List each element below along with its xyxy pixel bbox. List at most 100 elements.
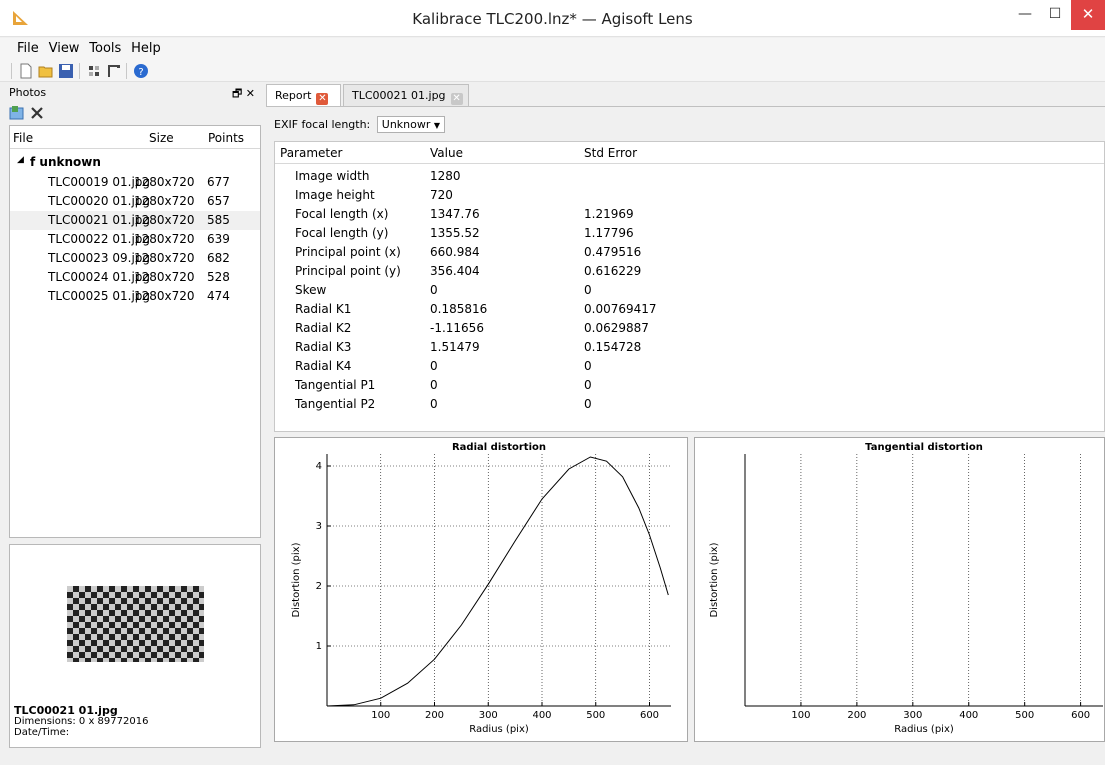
parameter-std-error: 0.0629887 xyxy=(584,321,649,335)
menu-help[interactable]: Help xyxy=(131,41,161,56)
tab-photo[interactable]: TLC00021 01.jpg ✕ xyxy=(343,84,469,106)
add-photos-icon[interactable] xyxy=(9,105,25,121)
x-tick-label: 200 xyxy=(847,710,866,721)
photo-points: 639 xyxy=(207,232,230,246)
menu-view[interactable]: View xyxy=(48,41,80,56)
column-size[interactable]: Size xyxy=(149,131,174,145)
photo-thumbnail xyxy=(67,586,204,662)
photo-size: 1280x720 xyxy=(134,175,195,189)
y-tick-label: 3 xyxy=(316,521,322,532)
parameter-row[interactable]: Radial K4 0 0 xyxy=(275,358,1104,377)
photo-row[interactable]: TLC00025 01.jpg 1280x720 474 xyxy=(10,287,260,306)
tab-report[interactable]: Report ✕ xyxy=(266,84,341,107)
parameter-row[interactable]: Radial K3 1.51479 0.154728 xyxy=(275,339,1104,358)
parameter-value: 1280 xyxy=(430,169,461,183)
photo-points: 528 xyxy=(207,270,230,284)
exif-select-value: Unknowr xyxy=(381,118,431,131)
close-tab-icon[interactable]: ✕ xyxy=(450,93,463,105)
group-label: f unknown xyxy=(30,155,101,169)
parameter-std-error: 0 xyxy=(584,359,592,373)
parameter-std-error: 0.616229 xyxy=(584,264,642,278)
photo-row[interactable]: TLC00023 09.jpg 1280x720 682 xyxy=(10,249,260,268)
parameter-std-error: 0 xyxy=(584,378,592,392)
exif-focal-length: EXIF focal length: Unknowr ▼ xyxy=(274,116,446,133)
photo-row[interactable]: TLC00019 01.jpg 1280x720 677 xyxy=(10,173,260,192)
close-button[interactable]: ✕ xyxy=(1071,0,1105,30)
new-icon[interactable] xyxy=(18,63,34,79)
photo-row[interactable]: TLC00020 01.jpg 1280x720 657 xyxy=(10,192,260,211)
photo-row[interactable]: TLC00022 01.jpg 1280x720 639 xyxy=(10,230,260,249)
parameter-row[interactable]: Radial K1 0.185816 0.00769417 xyxy=(275,301,1104,320)
parameter-value: -1.11656 xyxy=(430,321,484,335)
parameter-row[interactable]: Skew 0 0 xyxy=(275,282,1104,301)
exif-label: EXIF focal length: xyxy=(274,118,371,131)
parameter-row[interactable]: Focal length (y) 1355.52 1.17796 xyxy=(275,225,1104,244)
parameters-table: Parameter Value Std Error Image width 128… xyxy=(274,141,1105,432)
photo-points: 677 xyxy=(207,175,230,189)
expand-triangle-icon[interactable]: ◢ xyxy=(17,155,24,165)
calibration-pattern-icon[interactable] xyxy=(86,63,102,79)
y-tick-label: 2 xyxy=(316,581,322,592)
x-tick-label: 200 xyxy=(425,710,444,721)
parameter-name: Radial K4 xyxy=(295,359,352,373)
photo-size: 1280x720 xyxy=(134,270,195,284)
parameter-row[interactable]: Principal point (y) 356.404 0.616229 xyxy=(275,263,1104,282)
photo-row[interactable]: TLC00024 01.jpg 1280x720 528 xyxy=(10,268,260,287)
photo-row[interactable]: TLC00021 01.jpg 1280x720 585 xyxy=(10,211,260,230)
maximize-button[interactable]: ☐ xyxy=(1048,6,1062,22)
photos-list-header: File Size Points xyxy=(10,126,260,149)
parameter-value: 0 xyxy=(430,397,438,411)
x-tick-label: 300 xyxy=(479,710,498,721)
parameter-value: 356.404 xyxy=(430,264,480,278)
photo-points: 657 xyxy=(207,194,230,208)
x-tick-label: 600 xyxy=(1071,710,1090,721)
parameter-value: 0 xyxy=(430,283,438,297)
exif-focal-length-select[interactable]: Unknowr ▼ xyxy=(376,116,446,133)
x-axis-label: Radius (pix) xyxy=(469,724,529,735)
photo-size: 1280x720 xyxy=(134,213,195,227)
preview-dimensions: Dimensions: 0 x 89772016 xyxy=(14,716,149,727)
photo-size: 1280x720 xyxy=(134,194,195,208)
panel-dock-buttons[interactable]: 🗗 ✕ xyxy=(231,87,255,100)
y-tick-label: 1 xyxy=(316,641,322,652)
menu-tools[interactable]: Tools xyxy=(89,41,122,56)
radial-distortion-plot: Radial distortion 100 200 300 400 500 600 1 2 3 4 R… xyxy=(291,442,671,735)
parameter-value: 1347.76 xyxy=(430,207,480,221)
save-icon[interactable] xyxy=(58,63,74,79)
camera-icon[interactable] xyxy=(106,63,122,79)
title-bar: Kalibrace TLC200.lnz* — Agisoft Lens — ☐… xyxy=(0,0,1105,37)
x-tick-label: 100 xyxy=(371,710,390,721)
parameter-row[interactable]: Focal length (x) 1347.76 1.21969 xyxy=(275,206,1104,225)
parameter-name: Radial K2 xyxy=(295,321,352,335)
parameter-std-error: 0.154728 xyxy=(584,340,642,354)
y-axis-label: Distortion (pix) xyxy=(709,542,720,617)
open-icon[interactable] xyxy=(38,63,54,79)
parameter-std-error: 1.17796 xyxy=(584,226,634,240)
parameter-name: Tangential P1 xyxy=(295,378,376,392)
column-points[interactable]: Points xyxy=(208,131,245,145)
remove-photos-icon[interactable] xyxy=(29,105,45,121)
chart-title: Tangential distortion xyxy=(865,442,983,453)
parameters-table-header: Parameter Value Std Error xyxy=(275,142,1104,164)
preview-datetime: Date/Time: xyxy=(14,727,70,738)
column-file[interactable]: File xyxy=(13,131,34,145)
column-parameter[interactable]: Parameter xyxy=(280,146,343,160)
toolbar-separator xyxy=(126,63,127,79)
y-tick-label: 4 xyxy=(316,461,322,472)
photo-info: TLC00021 01.jpg Dimensions: 0 x 89772016… xyxy=(14,705,148,738)
y-axis-label: Distortion (pix) xyxy=(291,542,302,617)
column-std-error[interactable]: Std Error xyxy=(584,146,638,160)
close-tab-icon[interactable]: ✕ xyxy=(316,93,329,105)
parameter-row[interactable]: Image width 1280 xyxy=(275,168,1104,187)
parameter-name: Radial K1 xyxy=(295,302,352,316)
parameter-row[interactable]: Tangential P2 0 0 xyxy=(275,396,1104,415)
parameter-row[interactable]: Tangential P1 0 0 xyxy=(275,377,1104,396)
help-icon[interactable]: ? xyxy=(133,63,149,79)
minimize-button[interactable]: — xyxy=(1018,6,1032,22)
x-tick-label: 500 xyxy=(1015,710,1034,721)
parameter-row[interactable]: Radial K2 -1.11656 0.0629887 xyxy=(275,320,1104,339)
parameter-row[interactable]: Image height 720 xyxy=(275,187,1104,206)
column-value[interactable]: Value xyxy=(430,146,463,160)
menu-file[interactable]: File xyxy=(17,41,39,56)
parameter-row[interactable]: Principal point (x) 660.984 0.479516 xyxy=(275,244,1104,263)
